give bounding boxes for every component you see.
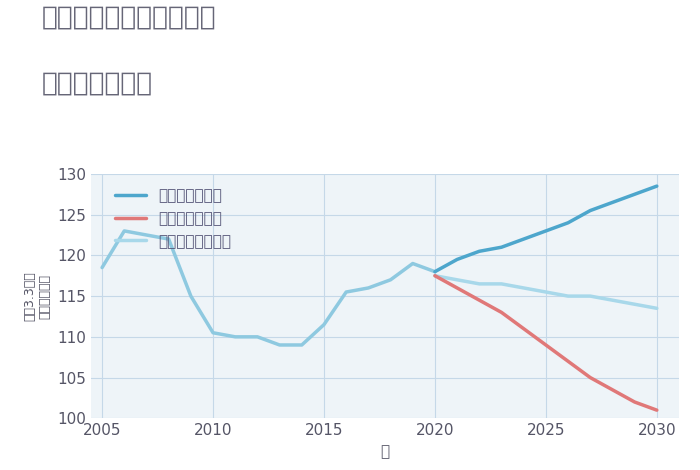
Text: 土地の価格推移: 土地の価格推移	[42, 70, 153, 96]
X-axis label: 年: 年	[380, 444, 390, 459]
Y-axis label: 坪（3.3㎡）
単価（万円）: 坪（3.3㎡） 単価（万円）	[24, 271, 52, 321]
Text: 兵庫県尼崎市武庫豊町の: 兵庫県尼崎市武庫豊町の	[42, 5, 216, 31]
Legend: グッドシナリオ, バッドシナリオ, ノーマルシナリオ: グッドシナリオ, バッドシナリオ, ノーマルシナリオ	[111, 184, 235, 253]
